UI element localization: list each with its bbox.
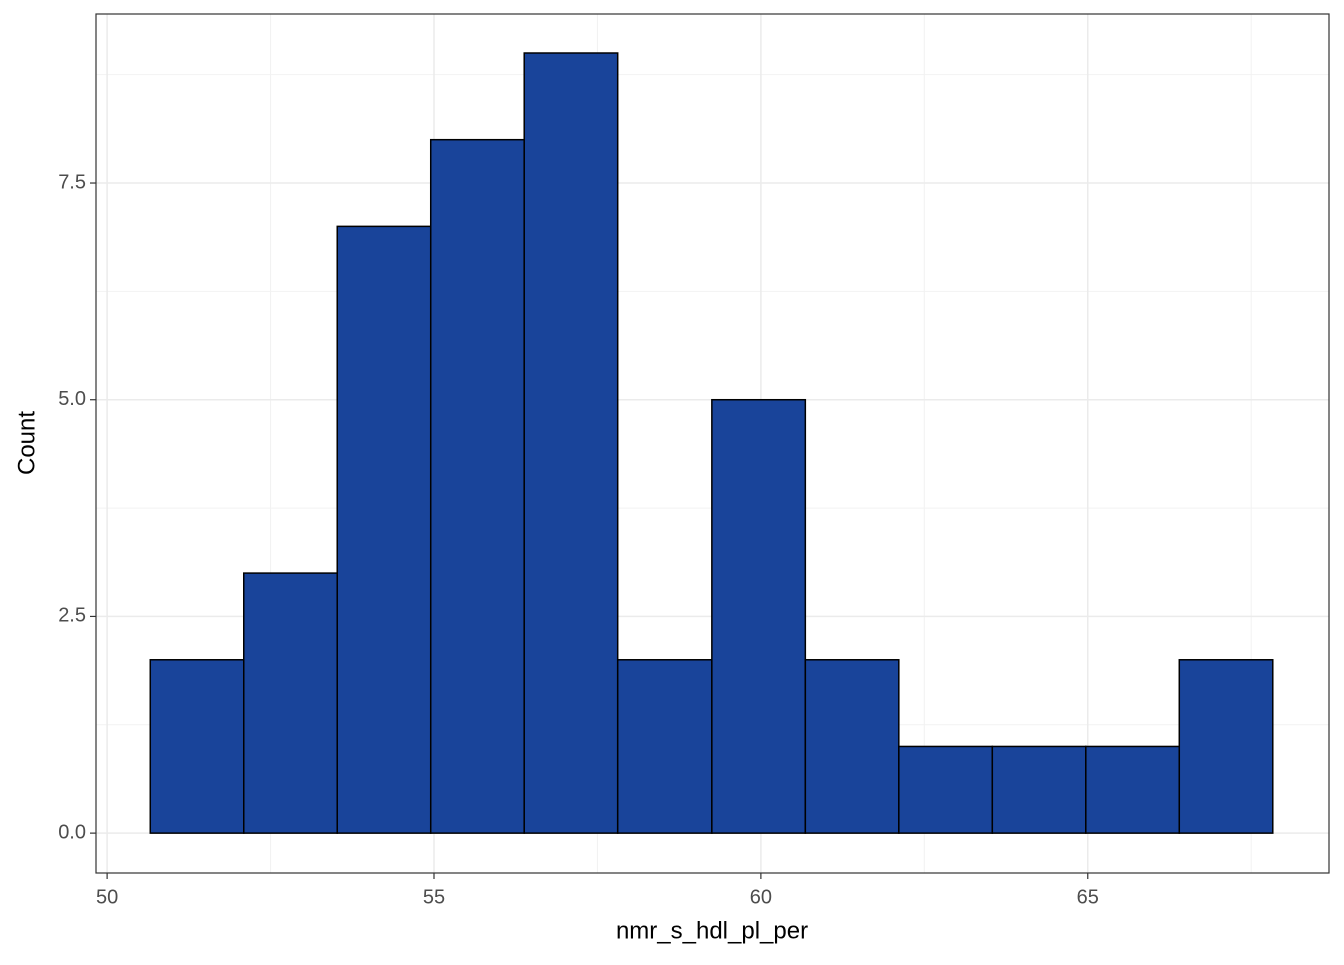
bar [523, 52, 619, 834]
y-tick-label: 7.5 [58, 171, 86, 193]
bar [336, 225, 432, 834]
y-tick-label: 5.0 [58, 388, 86, 410]
bar [149, 659, 245, 834]
y-tick-label: 2.5 [58, 605, 86, 627]
bar [991, 745, 1087, 834]
bar [898, 745, 994, 834]
x-tick-label: 50 [96, 886, 118, 908]
bar [1085, 745, 1181, 834]
y-axis-title: Count [13, 411, 40, 475]
bar [1178, 659, 1274, 834]
bar [616, 659, 713, 834]
bar [804, 659, 900, 834]
x-tick-label: 60 [750, 886, 772, 908]
plot-border [95, 13, 1330, 874]
bar [243, 572, 338, 834]
x-tick-label: 55 [423, 886, 445, 908]
bar [429, 138, 525, 834]
y-tick-label: 0.0 [58, 821, 86, 843]
x-tick-label: 65 [1077, 886, 1099, 908]
x-axis-title: nmr_s_hdl_pl_per [616, 917, 808, 944]
bar [711, 398, 807, 834]
